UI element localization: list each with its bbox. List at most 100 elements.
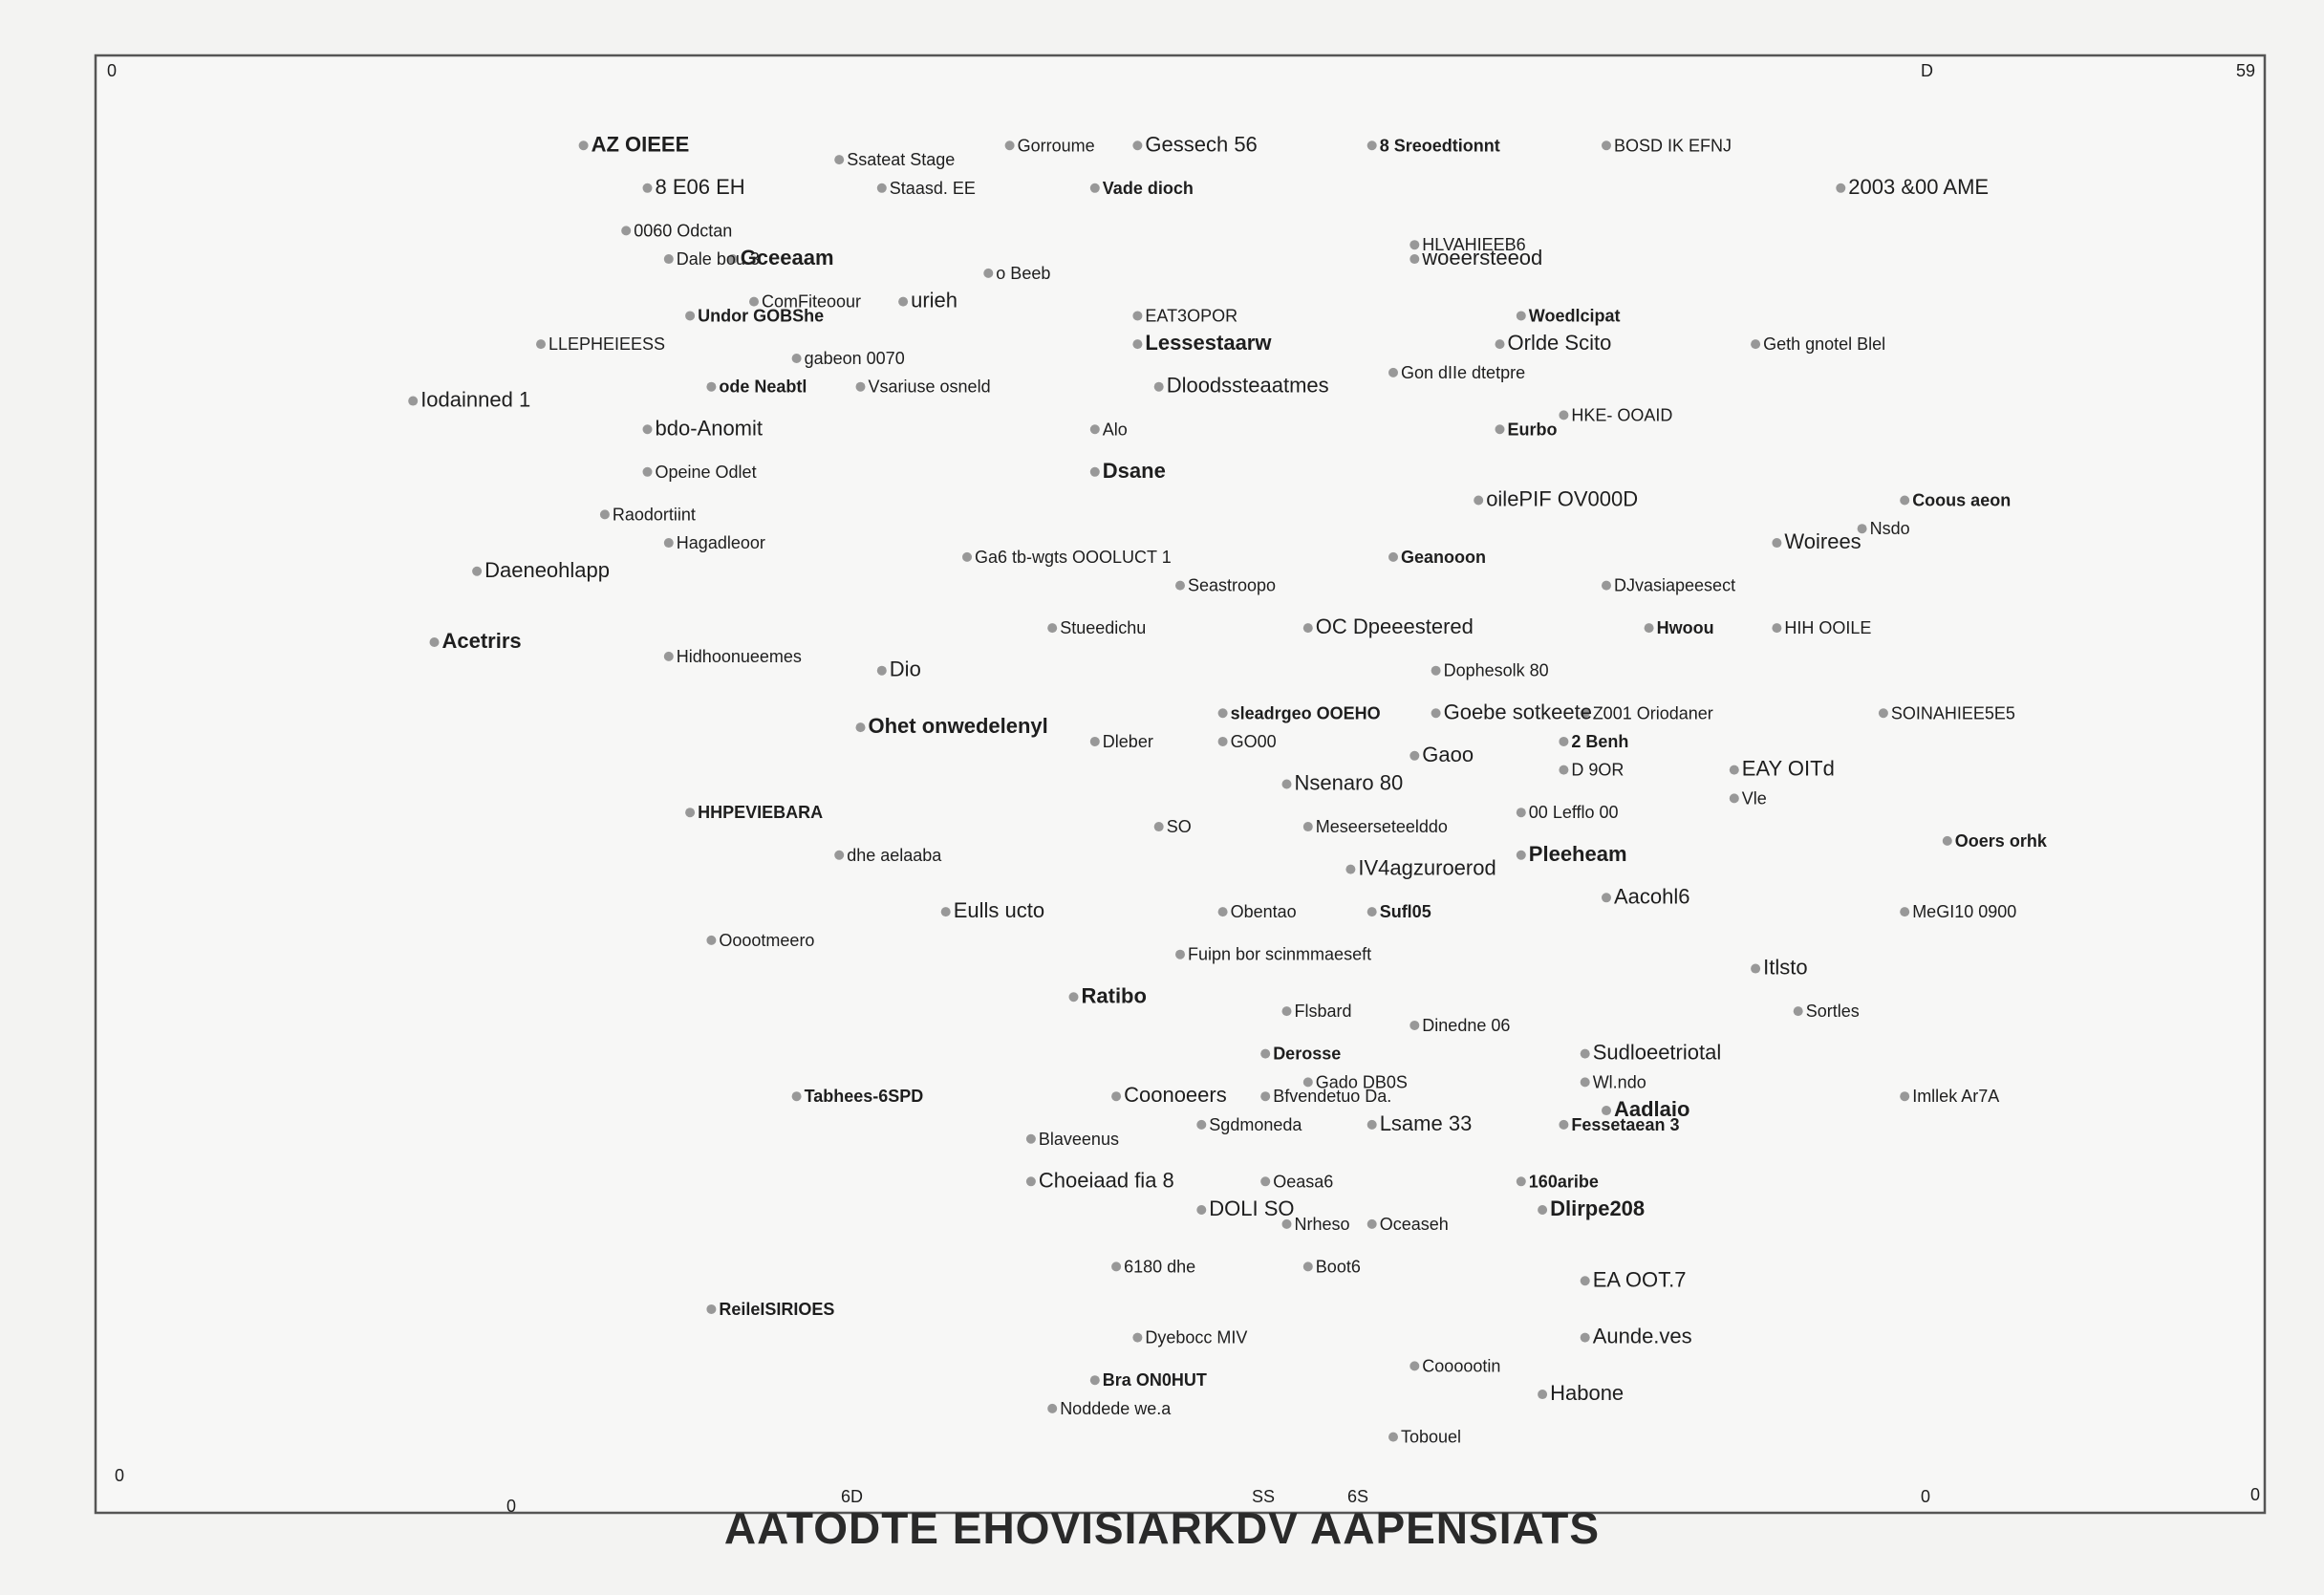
scatter-point — [1900, 907, 1910, 917]
point-label: Dale bou 3 — [677, 249, 760, 269]
point-label: Dyebocc MIV — [1145, 1328, 1247, 1347]
point-label: Dinedne 06 — [1422, 1016, 1510, 1035]
chart-caption: AATODTE EHOVISIARKDV AAPENSIATS — [723, 1503, 1601, 1553]
scatter-point — [578, 140, 589, 151]
point-label: Oeasa6 — [1273, 1172, 1333, 1191]
point-label: Ga6 tb-wgts OOOLUCT 1 — [975, 548, 1172, 567]
scatter-point — [1559, 1119, 1569, 1130]
point-label: 8 Sreoedtionnt — [1380, 136, 1500, 155]
corner-label: 0 — [115, 1466, 124, 1485]
point-label: Blaveenus — [1039, 1130, 1119, 1149]
point-label: ode Neabtl — [719, 377, 807, 397]
scatter-point — [1538, 1205, 1548, 1215]
scatter-point — [1281, 1218, 1292, 1229]
scatter-point — [1516, 311, 1526, 321]
point-label: ComFiteoour — [762, 292, 861, 312]
scatter-point — [1495, 424, 1505, 435]
scatter-point — [1281, 779, 1292, 789]
point-label: Daeneohlapp — [484, 558, 610, 582]
point-label: Eulls ucto — [954, 898, 1044, 922]
point-layer — [408, 140, 1952, 1442]
point-label: Coooootin — [1422, 1356, 1500, 1375]
bottom-tick-label: 6D — [841, 1487, 863, 1506]
point-label: Alo — [1103, 420, 1128, 439]
point-label: Lsame 33 — [1380, 1111, 1473, 1135]
point-label: Nsdo — [1870, 519, 1910, 538]
scatter-point — [1047, 623, 1058, 634]
point-label: Boot6 — [1316, 1257, 1361, 1276]
scatter-point — [1260, 1048, 1271, 1059]
scatter-point — [1089, 1375, 1100, 1386]
scatter-point — [1132, 140, 1143, 151]
point-label: Dlirpe208 — [1550, 1196, 1645, 1220]
plot-frame — [94, 54, 2267, 1515]
point-label: urieh — [911, 289, 958, 313]
scatter-point — [876, 183, 887, 193]
point-label: Fuipn bor scinmmaeseft — [1188, 945, 1371, 964]
point-label: Woedlcipat — [1529, 306, 1621, 325]
scatter-point — [642, 466, 653, 477]
point-label: 2003 &00 AME — [1848, 175, 1989, 199]
point-label: OC Dpeeestered — [1316, 614, 1474, 638]
scatter-point — [1366, 140, 1377, 151]
point-label: Tobouel — [1401, 1428, 1461, 1447]
scatter-point — [1516, 808, 1526, 818]
scatter-point — [1580, 1077, 1590, 1088]
point-label: Imllek Ar7A — [1912, 1087, 1999, 1106]
point-label: Oceaseh — [1380, 1215, 1449, 1234]
scatter-point — [1366, 1218, 1377, 1229]
corner-label: 59 — [2236, 61, 2255, 80]
point-label: Coous aeon — [1912, 491, 2011, 510]
scatter-point — [791, 354, 802, 363]
scatter-point — [1302, 822, 1313, 832]
scatter-point — [1345, 864, 1356, 874]
point-label: oilePIF OV000D — [1486, 487, 1638, 511]
scatter-point — [1409, 254, 1420, 265]
scatter-point — [1047, 1403, 1058, 1413]
scatter-point — [472, 566, 483, 576]
scatter-point — [1836, 183, 1846, 193]
point-label: Obentao — [1231, 902, 1297, 921]
scatter-point — [1388, 551, 1398, 562]
point-label: 00 Lefflo 00 — [1529, 803, 1619, 822]
scatter-point — [855, 381, 866, 392]
point-label: Orlde Scito — [1508, 331, 1612, 355]
corner-label: 0 — [2250, 1485, 2260, 1504]
point-label: Gon dIIe dtetpre — [1401, 363, 1525, 382]
scatter-point — [1900, 495, 1910, 506]
point-label: Choeiaad fia 8 — [1039, 1168, 1174, 1192]
scatter-point — [1388, 1432, 1398, 1442]
point-label: Seastroopo — [1188, 576, 1276, 595]
scatter-point — [940, 907, 951, 917]
point-label: o Beeb — [996, 264, 1050, 283]
point-label: Ssateat Stage — [847, 150, 955, 169]
scatter-point — [1580, 1048, 1590, 1059]
point-label: Pleeheam — [1529, 842, 1627, 866]
point-label: Eurbo — [1508, 420, 1558, 439]
scatter-point — [1878, 708, 1888, 719]
corner-label: 0 — [506, 1497, 516, 1516]
scatter-point — [1602, 580, 1611, 591]
scatter-point — [1025, 1133, 1036, 1144]
scatter-point — [876, 665, 887, 676]
scatter-point — [1516, 1176, 1526, 1187]
scatter-point — [599, 509, 610, 520]
scatter-point — [1217, 907, 1228, 917]
frame-label-layer: 0 D 59 0 0 0 6D SS 6S 0 — [107, 61, 2260, 1516]
point-label: Sortles — [1806, 1002, 1860, 1021]
scatter-point — [1474, 495, 1484, 506]
point-label: Sgdmoneda — [1209, 1115, 1302, 1134]
point-label: Ooootmeero — [719, 931, 814, 950]
scatter-point — [1132, 339, 1143, 350]
scatter-point — [1132, 311, 1143, 321]
point-label: HIH OOILE — [1784, 618, 1871, 637]
bottom-tick-label: 0 — [1921, 1487, 1930, 1506]
scatter-point — [1366, 907, 1377, 917]
scatter-point — [1559, 765, 1569, 775]
point-label: Lessestaarw — [1145, 331, 1272, 355]
point-label: Bfvendetuo Da. — [1273, 1087, 1391, 1106]
point-label: Ooers orhk — [1955, 831, 2048, 851]
point-label: gabeon 0070 — [805, 349, 905, 368]
point-label: Coonoeers — [1124, 1083, 1227, 1107]
scatter-point — [1559, 410, 1569, 420]
